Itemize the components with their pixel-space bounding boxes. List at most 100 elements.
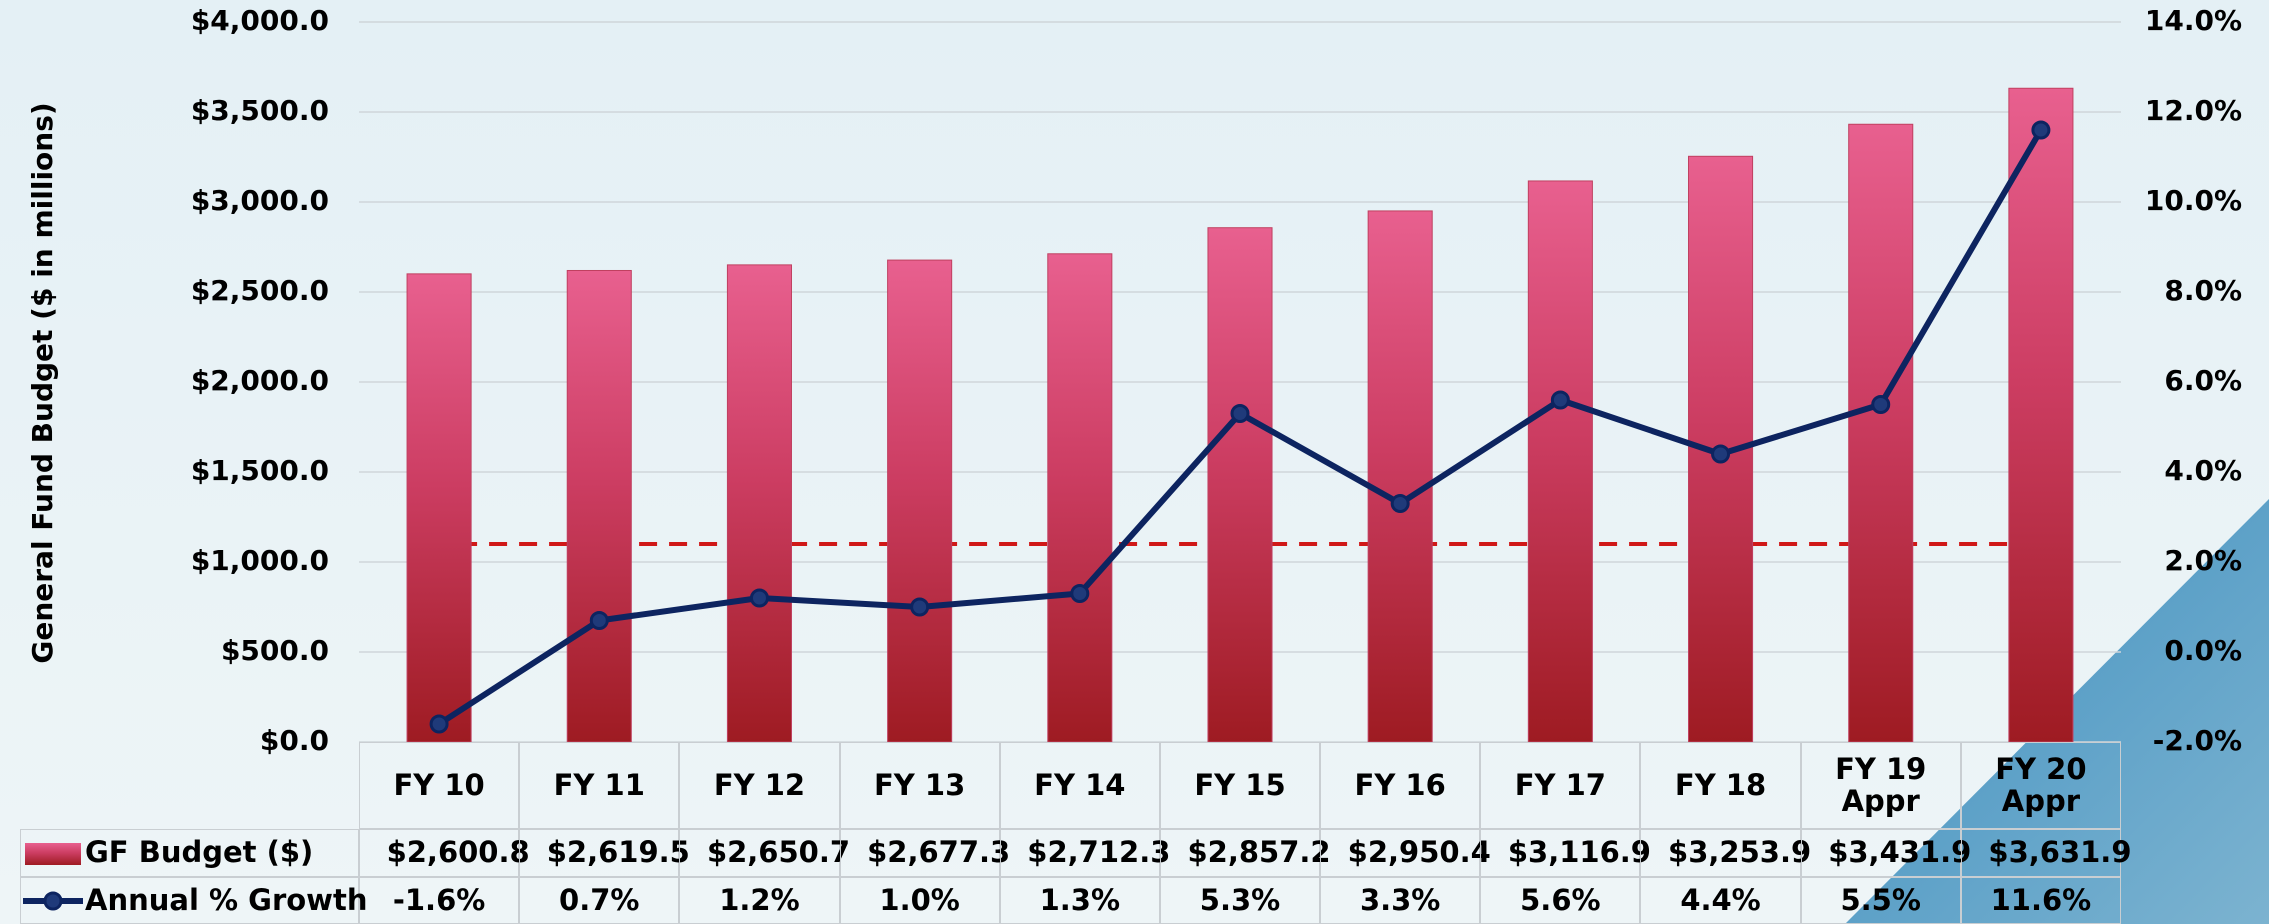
value-label-text: 1.2% [719,882,800,917]
value-label: $2,857.2 [1159,829,1331,877]
value-label: $3,631.9 [1960,829,2132,877]
value-label-text: $2,650.7 [706,835,851,870]
value-label: 1.0% [839,877,1000,924]
category-label: FY 16 [1320,742,1481,829]
line-marker [1230,404,1250,423]
bar [1848,123,1914,743]
category-label: FY 15 [1159,742,1321,829]
value-label: $2,677.3 [839,829,1011,877]
value-label: 5.5% [1800,877,1961,924]
y-tick-label: $2,000.0 [191,364,329,397]
bar [566,269,632,743]
bar [887,259,953,743]
y2-tick-label: 8.0% [2164,274,2242,307]
category-label: FY 20 Appr [1960,742,2121,829]
value-label-text: $2,677.3 [867,835,1011,870]
y-axis-label: General Fund Budget ($ in millions) [26,102,59,663]
value-label-text: $2,619.5 [546,835,690,870]
category-label-text: FY 15 [1194,767,1286,802]
y-tick-label: $2,500.0 [191,274,329,307]
category-label-text: FY 18 [1674,767,1767,802]
y2-tick-label: -2.0% [2153,724,2242,757]
legend-label: GF Budget ($) [85,835,314,870]
value-label: $3,253.9 [1640,829,1812,877]
value-label: 0.7% [519,877,680,924]
value-label: -1.6% [359,877,520,924]
line-marker [749,588,769,608]
y2-tick-label: 4.0% [2164,454,2242,487]
y-tick-label: $3,500.0 [191,94,329,127]
value-label-text: $3,431.9 [1828,835,1972,870]
value-label-text: 5.6% [1520,882,1601,917]
line-marker [1070,584,1090,603]
value-label-text: $3,116.9 [1507,835,1651,870]
value-label: $3,116.9 [1480,829,1651,877]
category-label: FY 18 [1640,742,1801,829]
y-tick-label: $500.0 [221,634,329,667]
bar [406,273,472,743]
category-label: FY 11 [519,742,680,829]
category-label-text: FY 19 Appr [1835,751,1927,818]
legend-swatch [25,843,81,865]
y2-tick-label: 10.0% [2145,184,2242,217]
category-label-text: FY 12 [713,767,806,802]
category-label: FY 14 [999,742,1160,829]
line-marker [1550,390,1570,410]
bar [1527,180,1593,743]
value-label-text: 4.4% [1680,882,1761,917]
category-label-text: FY 20 Appr [1995,751,2087,818]
value-label: $3,431.9 [1800,829,1972,877]
bar [1207,227,1273,743]
category-label-text: FY 13 [873,767,966,802]
value-label-text: 1.3% [1039,882,1121,917]
value-label-text: 0.7% [559,882,640,917]
value-label-text: $2,600.8 [386,835,530,870]
line-marker [1711,444,1731,464]
value-label-text: $2,950.4 [1347,835,1491,870]
value-label-text: $2,857.2 [1187,835,1331,870]
value-label-text: 1.0% [879,882,960,917]
value-label: $2,619.5 [519,829,690,877]
bar [1047,253,1113,743]
line-marker [429,714,449,734]
value-label: $2,712.3 [999,829,1171,877]
value-label: $2,950.4 [1320,829,1491,877]
line-marker [1871,395,1891,414]
y-tick-label: $4,000.0 [191,4,329,37]
category-label: FY 13 [839,742,1000,829]
category-label-text: FY 10 [393,767,485,802]
category-label: FY 19 Appr [1800,742,1961,829]
y2-tick-label: 2.0% [2164,544,2242,577]
y2-tick-label: 6.0% [2164,364,2242,397]
category-label-text: FY 17 [1514,767,1606,802]
value-label: $2,600.8 [359,829,530,877]
category-label-text: FY 11 [553,767,645,802]
value-label: 4.4% [1640,877,1801,924]
swatch-rect [25,843,81,865]
bar [726,264,792,743]
legend-entry: Annual % Growth [20,877,367,924]
value-label: 11.6% [1960,877,2121,924]
y2-tick-label: 12.0% [2145,94,2242,127]
y-tick-label: $3,000.0 [191,184,329,217]
value-label-text: $2,712.3 [1027,835,1171,870]
value-label-text: 3.3% [1359,882,1441,917]
value-label: 1.3% [999,877,1160,924]
line-marker [2031,120,2051,140]
category-label: FY 12 [679,742,840,829]
value-label-text: $3,631.9 [1988,835,2132,870]
category-label-text: FY 14 [1034,767,1126,802]
category-label-text: FY 16 [1354,767,1446,802]
y2-tick-label: 14.0% [2145,4,2242,37]
line-marker [910,597,930,617]
value-label-text: $3,253.9 [1668,835,1812,870]
legend-label: Annual % Growth [85,882,368,917]
y-tick-label: $1,500.0 [191,454,329,487]
line-marker [1390,494,1410,513]
value-label-text: 5.5% [1840,882,1921,917]
category-label: FY 17 [1480,742,1641,829]
value-label: 5.3% [1159,877,1321,924]
value-label: 1.2% [679,877,840,924]
